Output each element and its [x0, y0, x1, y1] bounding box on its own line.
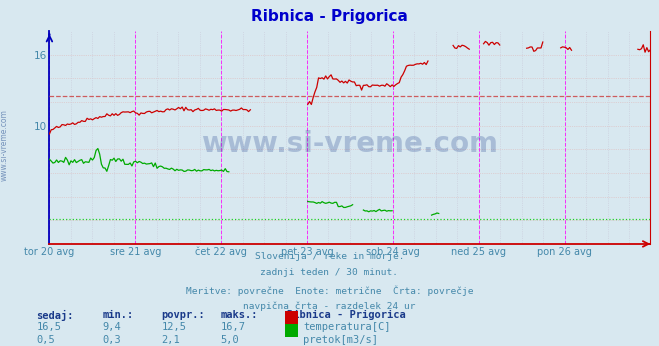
Text: 0,3: 0,3: [102, 335, 121, 345]
Text: www.si-vreme.com: www.si-vreme.com: [202, 130, 498, 158]
Text: 12,5: 12,5: [161, 322, 186, 333]
Text: sedaj:: sedaj:: [36, 310, 74, 321]
Text: www.si-vreme.com: www.si-vreme.com: [0, 109, 9, 181]
Text: 2,1: 2,1: [161, 335, 180, 345]
Text: 0,5: 0,5: [36, 335, 55, 345]
Text: navpična črta - razdelek 24 ur: navpična črta - razdelek 24 ur: [243, 302, 416, 311]
Text: 16,5: 16,5: [36, 322, 61, 333]
Text: Ribnica - Prigorica: Ribnica - Prigorica: [287, 310, 405, 320]
Text: 9,4: 9,4: [102, 322, 121, 333]
Text: povpr.:: povpr.:: [161, 310, 205, 320]
Text: Ribnica - Prigorica: Ribnica - Prigorica: [251, 9, 408, 24]
Text: min.:: min.:: [102, 310, 133, 320]
Text: pretok[m3/s]: pretok[m3/s]: [303, 335, 378, 345]
Text: zadnji teden / 30 minut.: zadnji teden / 30 minut.: [260, 268, 399, 277]
Text: maks.:: maks.:: [221, 310, 258, 320]
Text: 5,0: 5,0: [221, 335, 239, 345]
Text: Slovenija / reke in morje.: Slovenija / reke in morje.: [255, 252, 404, 261]
Text: Meritve: povrečne  Enote: metrične  Črta: povrečje: Meritve: povrečne Enote: metrične Črta: …: [186, 285, 473, 295]
Text: 16,7: 16,7: [221, 322, 246, 333]
Text: temperatura[C]: temperatura[C]: [303, 322, 391, 333]
